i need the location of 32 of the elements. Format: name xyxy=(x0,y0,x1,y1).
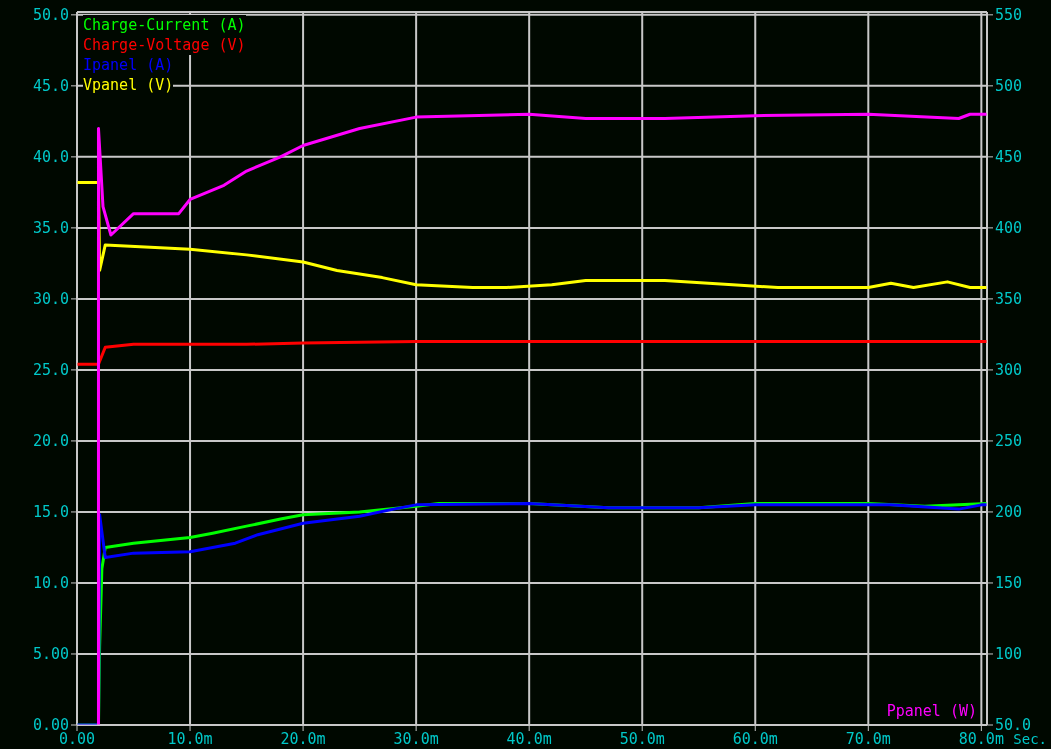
text: Ipanel (A) xyxy=(83,55,174,75)
y2-tick-label: 500 xyxy=(995,77,1023,96)
y2-tick-label: 100 xyxy=(995,645,1023,664)
y-tick-label: 15.0 xyxy=(32,503,69,522)
text: Charge-Voltage (V) xyxy=(83,35,246,55)
x-tick-label: 70.0m xyxy=(845,729,891,748)
y-tick-label: 30.0 xyxy=(32,290,69,309)
y2-tick-label: 450 xyxy=(995,148,1023,167)
x-tick-label: 30.0m xyxy=(393,729,439,748)
x-tick-label: 60.0m xyxy=(732,729,778,748)
y-tick-label: 45.0 xyxy=(32,77,69,96)
x-tick-label: 20.0m xyxy=(280,729,326,748)
y-tick-label: 25.0 xyxy=(32,361,69,380)
y2-tick-label: 350 xyxy=(995,290,1023,309)
y-tick-label: 5.00 xyxy=(32,645,69,664)
x-tick-label: 40.0m xyxy=(506,729,552,748)
y2-axis-title: Ppanel (W) xyxy=(886,701,977,721)
y-tick-label: 10.0 xyxy=(32,574,69,593)
x-tick-label: 10.0m xyxy=(167,729,213,748)
y2-tick-label: 300 xyxy=(995,361,1023,380)
y2-tick-label: 400 xyxy=(995,219,1023,238)
y2-tick-label: 550 xyxy=(995,6,1023,25)
y-tick-label: 40.0 xyxy=(32,148,69,167)
text: Vpanel (V) xyxy=(83,75,174,95)
y-tick-label: 50.0 xyxy=(32,6,69,25)
y2-tick-label: 200 xyxy=(995,503,1023,522)
y-tick-label: 35.0 xyxy=(32,219,69,238)
y-tick-label: 20.0 xyxy=(32,432,69,451)
text: Charge-Current (A) xyxy=(83,15,246,35)
y2-tick-label: 150 xyxy=(995,574,1023,593)
y2-tick-label: 250 xyxy=(995,432,1023,451)
x-tick-label: 50.0m xyxy=(619,729,665,748)
